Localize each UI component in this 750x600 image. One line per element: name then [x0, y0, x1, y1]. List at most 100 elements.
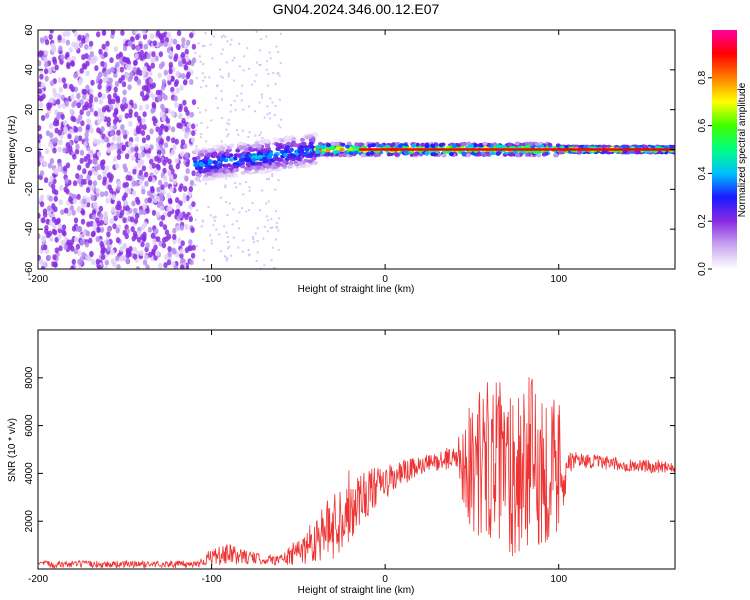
- spectrogram-cell: [135, 266, 141, 269]
- spectrogram-cell: [177, 237, 182, 244]
- spectrogram-cell: [358, 142, 363, 147]
- spectrogram-cell: [82, 94, 87, 100]
- spectrogram-cell: [228, 123, 231, 126]
- spectrogram-cell: [151, 209, 157, 216]
- spectrogram-cell: [144, 180, 149, 187]
- spectrogram-cell: [82, 230, 87, 237]
- spectrogram-cell: [104, 165, 110, 172]
- spectrogram-cell: [218, 168, 224, 173]
- spectrogram-cell: [219, 250, 222, 253]
- spectrogram-cell: [40, 115, 46, 121]
- spectrogram-cell: [133, 59, 138, 66]
- spectrogram-cell: [340, 142, 346, 147]
- spectrogram-cell: [301, 141, 307, 146]
- spectrogram-cell: [176, 204, 181, 210]
- spectrogram-cell: [86, 221, 91, 228]
- spectrogram-cell: [170, 75, 175, 82]
- spectrogram-cell: [168, 198, 173, 205]
- spectrogram-cell: [67, 133, 72, 140]
- spectrogram-cell: [172, 173, 178, 180]
- spectrogram-cell: [220, 146, 226, 151]
- spectrogram-cell: [38, 51, 43, 58]
- spectrogram-cell: [57, 233, 62, 240]
- spectrogram-cell: [92, 214, 97, 220]
- spectrogram-cell: [208, 165, 214, 170]
- spectrogram-cell: [96, 226, 101, 233]
- spectrogram-cell: [278, 74, 281, 77]
- spectrogram-cell: [186, 71, 191, 78]
- spectrogram-cell: [164, 229, 170, 236]
- spectrogram-cell: [85, 201, 91, 208]
- spectrogram-cell: [129, 216, 135, 223]
- spectrogram-cell: [411, 143, 417, 148]
- spectrogram-cell: [85, 84, 90, 91]
- spectrogram-cell: [143, 221, 148, 228]
- spectrogram-cell: [180, 73, 186, 80]
- spectrogram-cell: [262, 237, 265, 240]
- spectrogram-cell: [237, 133, 240, 136]
- spectrogram-cell: [61, 229, 66, 236]
- spectrogram-cell: [48, 141, 53, 148]
- spectrogram-cell: [229, 104, 232, 107]
- spectrogram-cell: [225, 128, 228, 131]
- spectrogram-cell: [228, 72, 230, 75]
- spectrogram-cell: [120, 30, 125, 36]
- spectrogram-cell: [386, 152, 392, 157]
- spectrogram-cell: [190, 252, 196, 259]
- spectrogram-cell: [191, 130, 196, 137]
- spectrogram-cell: [60, 239, 66, 246]
- spectrogram-cell: [155, 250, 160, 257]
- spectrogram-cell: [222, 143, 228, 148]
- spectrogram-cell: [38, 125, 42, 132]
- spectrogram-cell: [121, 81, 127, 88]
- spectrogram-cell: [150, 187, 155, 194]
- spectrogram-cell: [101, 43, 106, 50]
- spectrogram-cell: [45, 218, 50, 225]
- spectrogram-cell: [334, 141, 340, 146]
- spectrogram-cell: [171, 247, 176, 254]
- spectrogram-cell: [275, 222, 278, 225]
- spectrogram-cell: [189, 259, 194, 266]
- spectrogram-cell: [206, 148, 212, 153]
- spectrogram-cell: [201, 169, 207, 174]
- spectrogram-cell: [49, 80, 55, 87]
- spectrogram-cell: [232, 236, 235, 239]
- spectrogram-cell: [124, 153, 130, 160]
- spectrogram-cell: [49, 175, 54, 182]
- spectrogram-cell: [130, 226, 135, 233]
- spectrogram-cell: [142, 111, 147, 118]
- spectrogram-cell: [163, 69, 168, 76]
- spectrogram-cell: [58, 245, 63, 252]
- spectrogram-cell: [226, 163, 232, 168]
- spectrogram-cell: [70, 93, 75, 100]
- spectrogram-cell: [39, 37, 45, 44]
- spectrogram-cell: [195, 145, 198, 148]
- spectrogram-cell: [113, 143, 118, 150]
- spectrogram-cell: [57, 34, 62, 41]
- spectrogram-cell: [306, 163, 311, 168]
- spectrogram-cell: [267, 178, 270, 181]
- spectrogram-cell: [97, 83, 102, 90]
- spectrogram-cell: [45, 130, 51, 137]
- spectrogram-cell: [44, 112, 50, 119]
- spectrogram-cell: [83, 156, 88, 162]
- colorbar-axis: 0.0 0.2 0.4 0.6 0.8: [697, 70, 712, 276]
- spectrogram-cell: [43, 68, 49, 75]
- spectrogram-cell: [65, 51, 70, 58]
- spectrogram-cell: [100, 126, 105, 133]
- spectrogram-cell: [104, 259, 110, 266]
- spectrogram-cell: [547, 142, 553, 147]
- spectrogram-cell: [97, 91, 103, 98]
- spectrogram-cell: [136, 236, 142, 243]
- spectrogram-cell: [138, 105, 144, 111]
- spectrogram-cell: [424, 151, 430, 156]
- spectrogram-cell: [293, 143, 299, 148]
- spectrogram-cell: [70, 60, 76, 67]
- spectrogram-cell: [211, 173, 217, 178]
- spectrogram-cell: [377, 144, 383, 148]
- spectrogram-cell: [144, 94, 149, 101]
- spectrogram-cell: [229, 43, 232, 46]
- spectrogram-cell: [122, 45, 128, 52]
- spectrogram-cell: [225, 169, 231, 174]
- spectrogram-cell: [181, 117, 186, 124]
